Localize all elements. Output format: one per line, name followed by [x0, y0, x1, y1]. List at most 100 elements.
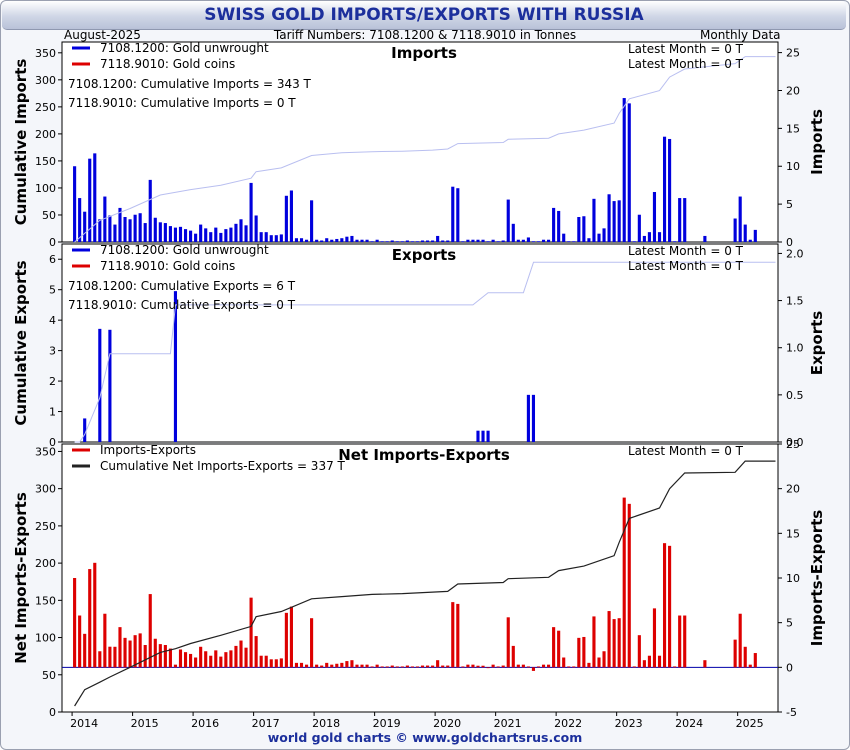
bar	[335, 238, 339, 242]
x-tick-label: 2019	[373, 717, 401, 730]
right-tick-label: 5	[786, 198, 793, 211]
bar	[456, 603, 460, 668]
cumulative-line	[74, 261, 776, 443]
bar	[380, 241, 384, 243]
bar	[451, 602, 455, 668]
bar	[627, 503, 631, 668]
bar	[189, 230, 193, 242]
right-tick-label: 2.0	[786, 247, 804, 260]
bar	[143, 223, 147, 242]
right-tick-label: 0.5	[786, 389, 804, 402]
bar	[738, 196, 742, 242]
right-tick-label: 20	[786, 84, 800, 97]
bar	[607, 611, 611, 668]
bar	[420, 240, 425, 242]
bar	[516, 239, 520, 242]
bar	[204, 651, 208, 668]
left-tick-label: 50	[42, 669, 56, 682]
bar	[526, 237, 530, 242]
bar	[541, 664, 546, 668]
bar	[652, 192, 657, 242]
bar	[173, 227, 178, 242]
left-tick-label: 250	[35, 101, 56, 114]
bar	[183, 229, 188, 242]
right-tick-label: 25	[786, 438, 800, 451]
bar	[541, 239, 546, 242]
page-title: SWISS GOLD IMPORTS/EXPORTS WITH RUSSIA	[204, 5, 644, 25]
left-tick-label: 350	[35, 445, 56, 458]
bar	[668, 138, 672, 242]
left-tick-label: 50	[42, 209, 56, 222]
right-axis-title: Exports	[808, 311, 826, 376]
bar	[531, 241, 536, 243]
bar	[244, 647, 248, 668]
bar	[501, 665, 505, 668]
bar	[304, 664, 309, 668]
bar	[148, 179, 152, 242]
bar	[345, 661, 349, 668]
bar	[662, 543, 667, 668]
bar	[178, 649, 183, 668]
bar	[526, 666, 530, 668]
legend-label: Imports-Exports	[100, 443, 196, 457]
bar	[441, 665, 445, 668]
bar	[189, 653, 193, 668]
left-tick-label: 2	[49, 375, 56, 388]
left-tick-label: 200	[35, 557, 56, 570]
bar	[254, 636, 258, 668]
bar	[158, 644, 162, 668]
bar	[204, 228, 208, 242]
bar	[83, 633, 87, 668]
bar	[98, 219, 102, 242]
right-tick-label: 25	[786, 47, 800, 60]
bar	[320, 665, 324, 668]
x-tick-label: 2022	[554, 717, 582, 730]
bar	[451, 186, 455, 242]
bar	[163, 223, 167, 242]
bar	[355, 239, 359, 242]
left-axis-title: Cumulative Exports	[12, 260, 30, 425]
bar	[436, 235, 440, 242]
bar	[224, 652, 228, 668]
footer-credit: world gold charts © www.goldchartsrus.co…	[267, 730, 583, 745]
left-tick-label: 4	[49, 314, 56, 327]
bar	[385, 241, 389, 243]
bar	[395, 241, 399, 243]
bar	[194, 657, 198, 668]
bar	[304, 239, 309, 242]
bar	[587, 662, 591, 668]
bar	[602, 651, 606, 668]
bar	[572, 666, 576, 668]
bar	[446, 240, 450, 242]
left-tick-label: 150	[35, 594, 56, 607]
left-tick-label: 0	[49, 436, 56, 449]
bar	[652, 608, 657, 668]
bar	[592, 198, 596, 242]
bar	[461, 241, 465, 243]
legend-label: 7118.9010: Gold coins	[100, 259, 235, 273]
panel-title: Imports	[391, 44, 457, 62]
bar	[622, 497, 626, 668]
latest-month-note: Latest Month = 0 T	[628, 244, 744, 258]
bar	[284, 195, 288, 242]
bar	[632, 666, 636, 668]
bar	[143, 645, 147, 668]
bar	[471, 239, 475, 242]
bar	[597, 657, 601, 668]
bar	[163, 645, 167, 668]
bar	[415, 241, 420, 243]
x-tick-label: 2014	[70, 717, 98, 730]
bar	[108, 215, 112, 242]
bar	[259, 655, 263, 668]
bar	[536, 241, 541, 243]
bar	[647, 232, 651, 242]
bar	[310, 200, 314, 242]
cumulative-line	[74, 56, 776, 243]
plot-area	[61, 41, 779, 243]
bar	[113, 224, 117, 242]
bar	[73, 578, 77, 668]
bar	[330, 664, 334, 668]
bar	[249, 182, 253, 242]
bar	[612, 619, 616, 668]
